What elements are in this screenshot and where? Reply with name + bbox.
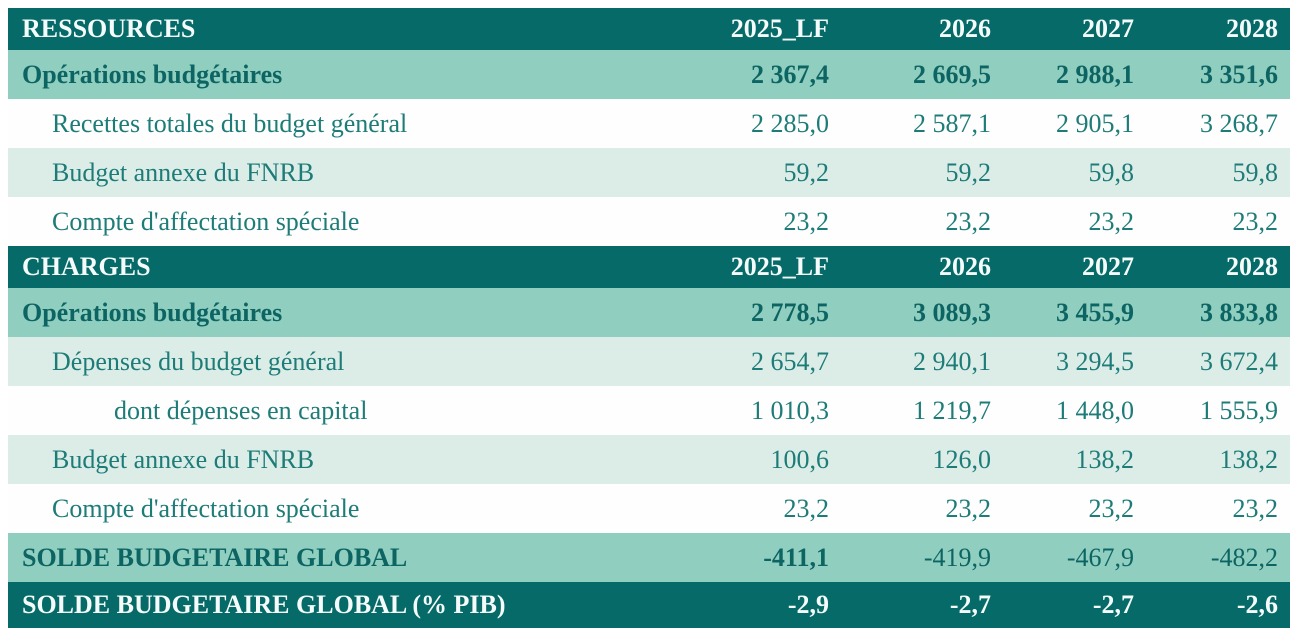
value-cell-2027: 2027	[1082, 14, 1134, 43]
row-label: Dépenses du budget général	[52, 346, 345, 376]
row-label: Compte d'affectation spéciale	[52, 493, 360, 523]
value-cell-2028: 3 268,7	[1200, 108, 1278, 138]
value-cell-2027: 138,2	[1075, 444, 1135, 474]
value-cell-2025-lf: 2 778,5	[751, 297, 829, 327]
data-row: Opérations budgétaires 2 778,5 3 089,3 3…	[8, 288, 1290, 337]
value-cell-2026: 2026	[939, 252, 991, 281]
value-cell-2028: 3 833,8	[1200, 297, 1278, 327]
value-cell-2027: 3 294,5	[1056, 346, 1134, 376]
value-cell-2026: 59,2	[945, 157, 992, 187]
row-label: SOLDE BUDGETAIRE GLOBAL (% PIB)	[22, 590, 506, 619]
budget-table: RESSOURCES 2025_LF 2026 2027 2028 Opérat…	[8, 8, 1290, 628]
value-cell-2027: -467,9	[1066, 542, 1134, 572]
value-cell-2027: 1 448,0	[1056, 395, 1134, 425]
value-cell-2026: 2026	[939, 14, 991, 43]
row-label: Recettes totales du budget général	[52, 108, 408, 138]
value-cell-2028: 2028	[1226, 14, 1278, 43]
value-cell-2028: 2028	[1226, 252, 1278, 281]
value-cell-2025-lf: 2 654,7	[751, 346, 829, 376]
row-label: Compte d'affectation spéciale	[52, 206, 360, 236]
section-header-row: RESSOURCES 2025_LF 2026 2027 2028	[8, 8, 1290, 50]
data-row: Opérations budgétaires 2 367,4 2 669,5 2…	[8, 50, 1290, 99]
value-cell-2026: 3 089,3	[913, 297, 991, 327]
data-row: Compte d'affectation spéciale 23,2 23,2 …	[8, 197, 1290, 246]
row-label: Opérations budgétaires	[22, 59, 283, 89]
value-cell-2028: 3 351,6	[1200, 59, 1278, 89]
section-header-row: CHARGES 2025_LF 2026 2027 2028	[8, 246, 1290, 288]
value-cell-2026: 23,2	[945, 206, 992, 236]
row-label: CHARGES	[22, 252, 151, 281]
data-row: Budget annexe du FNRB 100,6 126,0 138,2 …	[8, 435, 1290, 484]
value-cell-2026: 1 219,7	[913, 395, 991, 425]
value-cell-2025-lf: -411,1	[763, 542, 829, 572]
value-cell-2026: 126,0	[932, 444, 992, 474]
value-cell-2028: -482,2	[1210, 542, 1278, 572]
row-label: SOLDE BUDGETAIRE GLOBAL	[22, 542, 408, 572]
value-cell-2028: -2,6	[1236, 590, 1278, 619]
value-cell-2026: -2,7	[949, 590, 991, 619]
value-cell-2028: 3 672,4	[1200, 346, 1278, 376]
value-cell-2026: 23,2	[945, 493, 992, 523]
value-cell-2025-lf: 2025_LF	[730, 14, 829, 43]
total-row: SOLDE BUDGETAIRE GLOBAL -411,1 -419,9 -4…	[8, 533, 1290, 582]
value-cell-2026: 2 669,5	[913, 59, 991, 89]
value-cell-2028: 1 555,9	[1200, 395, 1278, 425]
value-cell-2028: 138,2	[1219, 444, 1279, 474]
value-cell-2025-lf: 23,2	[783, 493, 830, 523]
data-row: dont dépenses en capital 1 010,3 1 219,7…	[8, 386, 1290, 435]
value-cell-2027: 2027	[1082, 252, 1134, 281]
value-cell-2025-lf: 100,6	[770, 444, 830, 474]
value-cell-2025-lf: 59,2	[783, 157, 830, 187]
value-cell-2026: 2 940,1	[913, 346, 991, 376]
value-cell-2027: 23,2	[1088, 206, 1135, 236]
value-cell-2028: 23,2	[1232, 493, 1279, 523]
value-cell-2027: -2,7	[1092, 590, 1134, 619]
data-row: Recettes totales du budget général 2 285…	[8, 99, 1290, 148]
data-row: Budget annexe du FNRB 59,2 59,2 59,8 59,…	[8, 148, 1290, 197]
value-cell-2027: 23,2	[1088, 493, 1135, 523]
row-label: Budget annexe du FNRB	[52, 444, 315, 474]
value-cell-2025-lf: 23,2	[783, 206, 830, 236]
value-cell-2025-lf: 2 367,4	[751, 59, 829, 89]
value-cell-2025-lf: 2 285,0	[751, 108, 829, 138]
row-label: dont dépenses en capital	[114, 395, 368, 425]
row-label: Opérations budgétaires	[22, 297, 283, 327]
value-cell-2025-lf: -2,9	[787, 590, 829, 619]
data-row: Compte d'affectation spéciale 23,2 23,2 …	[8, 484, 1290, 533]
value-cell-2028: 59,8	[1232, 157, 1279, 187]
row-label: Budget annexe du FNRB	[52, 157, 315, 187]
row-label: RESSOURCES	[22, 14, 196, 43]
value-cell-2026: -419,9	[923, 542, 991, 572]
total-row: SOLDE BUDGETAIRE GLOBAL (% PIB) -2,9 -2,…	[8, 582, 1290, 628]
value-cell-2028: 23,2	[1232, 206, 1279, 236]
data-row: Dépenses du budget général 2 654,7 2 940…	[8, 337, 1290, 386]
value-cell-2027: 3 455,9	[1056, 297, 1134, 327]
value-cell-2027: 2 988,1	[1056, 59, 1134, 89]
value-cell-2026: 2 587,1	[913, 108, 991, 138]
value-cell-2027: 2 905,1	[1056, 108, 1134, 138]
value-cell-2025-lf: 1 010,3	[751, 395, 829, 425]
value-cell-2027: 59,8	[1088, 157, 1135, 187]
value-cell-2025-lf: 2025_LF	[730, 252, 829, 281]
